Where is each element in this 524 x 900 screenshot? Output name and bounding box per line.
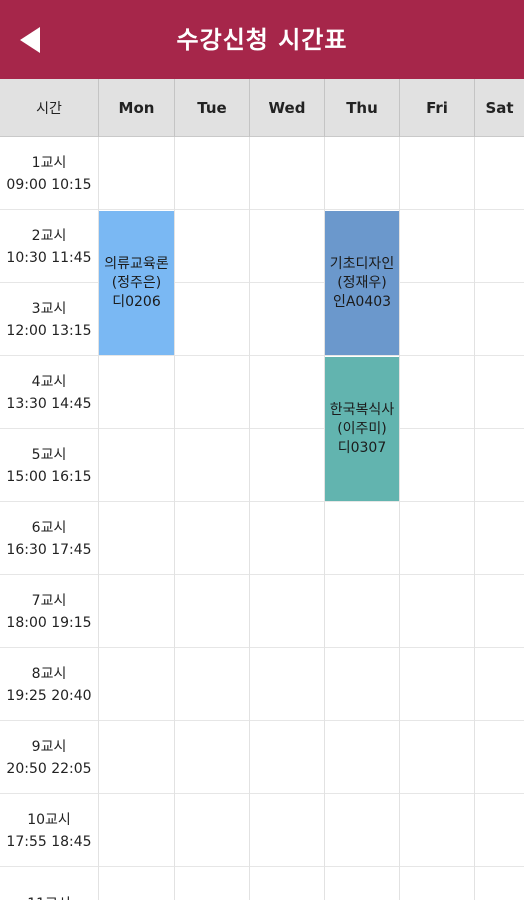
period-label: 3교시: [31, 300, 67, 317]
period-row: 6교시 16:30 17:45: [0, 502, 524, 575]
period-time-cell: 9교시 20:50 22:05: [0, 721, 98, 794]
period-time-cell: 8교시 19:25 20:40: [0, 648, 98, 721]
day-header-sat: Sat: [474, 79, 524, 137]
period-time-cell: 4교시 13:30 14:45: [0, 356, 98, 429]
period-time: 15:00 16:15: [6, 468, 92, 485]
period-row: 3교시 12:00 13:15: [0, 283, 524, 356]
course-block[interactable]: 의류교육론 (정주은) 디0206: [99, 211, 174, 355]
grid-column-divider: [399, 137, 400, 900]
day-header-thu: Thu: [324, 79, 399, 137]
period-label: 9교시: [31, 738, 67, 755]
course-prof: (이주미): [337, 420, 387, 437]
period-row: 10교시 17:55 18:45: [0, 794, 524, 867]
grid-column-divider: [324, 137, 325, 900]
course-name: 기초디자인: [329, 255, 395, 272]
grid-column-divider: [474, 137, 475, 900]
course-room: 디0307: [337, 439, 387, 456]
day-header-mon: Mon: [98, 79, 174, 137]
period-time-cell: 5교시 15:00 16:15: [0, 429, 98, 502]
course-room: 디0206: [112, 293, 161, 310]
back-button[interactable]: [10, 22, 50, 58]
course-name: 한국복식사: [329, 401, 395, 418]
course-prof: (정재우): [337, 274, 387, 291]
period-label: 7교시: [31, 592, 67, 609]
period-time-cell: 3교시 12:00 13:15: [0, 283, 98, 356]
period-label: 2교시: [31, 227, 67, 244]
period-time: 13:30 14:45: [6, 395, 92, 412]
day-header-wed: Wed: [249, 79, 324, 137]
period-label: 6교시: [31, 519, 67, 536]
app-bar: 수강신청 시간표: [0, 0, 524, 79]
period-row: 4교시 13:30 14:45: [0, 356, 524, 429]
grid-column-divider: [174, 137, 175, 900]
period-label: 8교시: [31, 665, 67, 682]
day-header-tue: Tue: [174, 79, 249, 137]
course-prof: (정주은): [111, 274, 162, 291]
period-label: 5교시: [31, 446, 67, 463]
day-header-fri: Fri: [399, 79, 474, 137]
back-arrow-icon: [20, 27, 40, 53]
period-time: 09:00 10:15: [6, 176, 92, 193]
period-time-cell: 1교시 09:00 10:15: [0, 137, 98, 210]
period-time-cell: 7교시 18:00 19:15: [0, 575, 98, 648]
period-time-cell: 2교시 10:30 11:45: [0, 210, 98, 283]
period-time: 16:30 17:45: [6, 541, 92, 558]
period-label: 10교시: [27, 811, 71, 828]
period-label: 1교시: [31, 154, 67, 171]
grid-column-divider: [98, 137, 99, 900]
grid-column-divider: [249, 137, 250, 900]
period-time-cell: 6교시 16:30 17:45: [0, 502, 98, 575]
time-column-header: 시간: [36, 101, 62, 117]
period-label: 4교시: [31, 373, 67, 390]
period-time: 17:55 18:45: [6, 833, 92, 850]
course-name: 의류교육론: [104, 255, 169, 272]
period-row: 1교시 09:00 10:15: [0, 137, 524, 210]
period-row: 11교시: [0, 867, 524, 900]
timetable-grid: 1교시 09:00 10:15 2교시 10:30 11:45 3교시 12:00 13:…: [0, 137, 524, 900]
page-title: 수강신청 시간표: [176, 26, 348, 54]
period-time: 12:00 13:15: [6, 322, 92, 339]
period-row: 8교시 19:25 20:40: [0, 648, 524, 721]
period-row: 9교시 20:50 22:05: [0, 721, 524, 794]
course-room: 인A0403: [332, 293, 392, 310]
timetable-header: 시간 Mon Tue Wed Thu Fri Sat: [0, 79, 524, 137]
period-row: 5교시 15:00 16:15: [0, 429, 524, 502]
course-block[interactable]: 기초디자인 (정재우) 인A0403: [325, 211, 399, 355]
period-row: 2교시 10:30 11:45: [0, 210, 524, 283]
period-time-cell: 10교시 17:55 18:45: [0, 794, 98, 867]
course-block[interactable]: 한국복식사 (이주미) 디0307: [325, 357, 399, 501]
period-time-cell: 11교시: [0, 867, 98, 900]
period-row: 7교시 18:00 19:15: [0, 575, 524, 648]
period-time: 20:50 22:05: [6, 760, 92, 777]
period-time: 10:30 11:45: [6, 249, 92, 266]
period-label: 11교시: [27, 893, 71, 900]
period-time: 19:25 20:40: [6, 687, 92, 704]
period-time: 18:00 19:15: [6, 614, 92, 631]
